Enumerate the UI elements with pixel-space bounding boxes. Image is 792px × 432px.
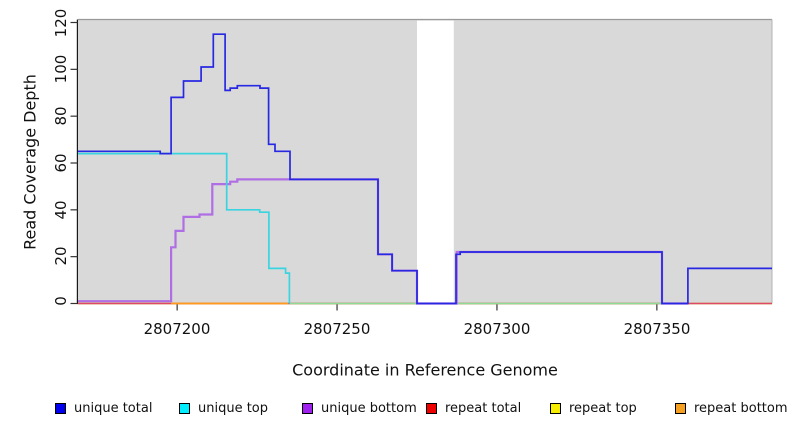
x-axis-title: Coordinate in Reference Genome — [292, 360, 558, 380]
legend-label: repeat top — [569, 400, 637, 416]
series-line-unique-top — [78, 152, 291, 304]
legend-label: unique top — [198, 400, 269, 416]
legend-label: unique total — [74, 400, 153, 416]
y-tick-label: 120 — [52, 8, 70, 38]
y-tick-label: 80 — [52, 106, 70, 126]
legend-label: repeat total — [445, 400, 522, 416]
legend-swatch-repeat-total — [426, 402, 437, 414]
y-tick-label: 40 — [52, 200, 70, 220]
legend-item-unique-total: unique total — [55, 400, 153, 416]
legend-item-repeat-bottom: repeat bottom — [675, 400, 788, 416]
y-tick-label: 20 — [52, 246, 70, 266]
y-tick-label: 100 — [52, 54, 70, 84]
legend-label: repeat bottom — [694, 400, 788, 416]
x-tick-label: 2807250 — [303, 320, 371, 338]
legend-swatch-repeat-top — [550, 402, 561, 414]
legend-swatch-unique-top — [179, 402, 190, 414]
legend-item-repeat-top: repeat top — [550, 400, 637, 416]
legend-label: unique bottom — [321, 400, 417, 416]
legend-swatch-unique-total — [55, 402, 66, 414]
x-tick-label: 2807300 — [463, 320, 531, 338]
coverage-gap-band — [417, 20, 454, 303]
legend-swatch-repeat-bottom — [675, 402, 686, 414]
series-line-unique-total — [78, 33, 772, 305]
y-tick-label: 0 — [52, 296, 70, 306]
legend-item-unique-top: unique top — [179, 400, 269, 416]
legend-swatch-unique-bottom — [302, 402, 313, 414]
legend-item-repeat-total: repeat total — [426, 400, 522, 416]
y-axis-title: Read Coverage Depth — [20, 74, 40, 250]
y-tick-label: 60 — [52, 153, 70, 173]
x-tick-label: 2807200 — [143, 320, 211, 338]
x-tick-label: 2807350 — [623, 320, 691, 338]
legend-item-unique-bottom: unique bottom — [302, 400, 417, 416]
